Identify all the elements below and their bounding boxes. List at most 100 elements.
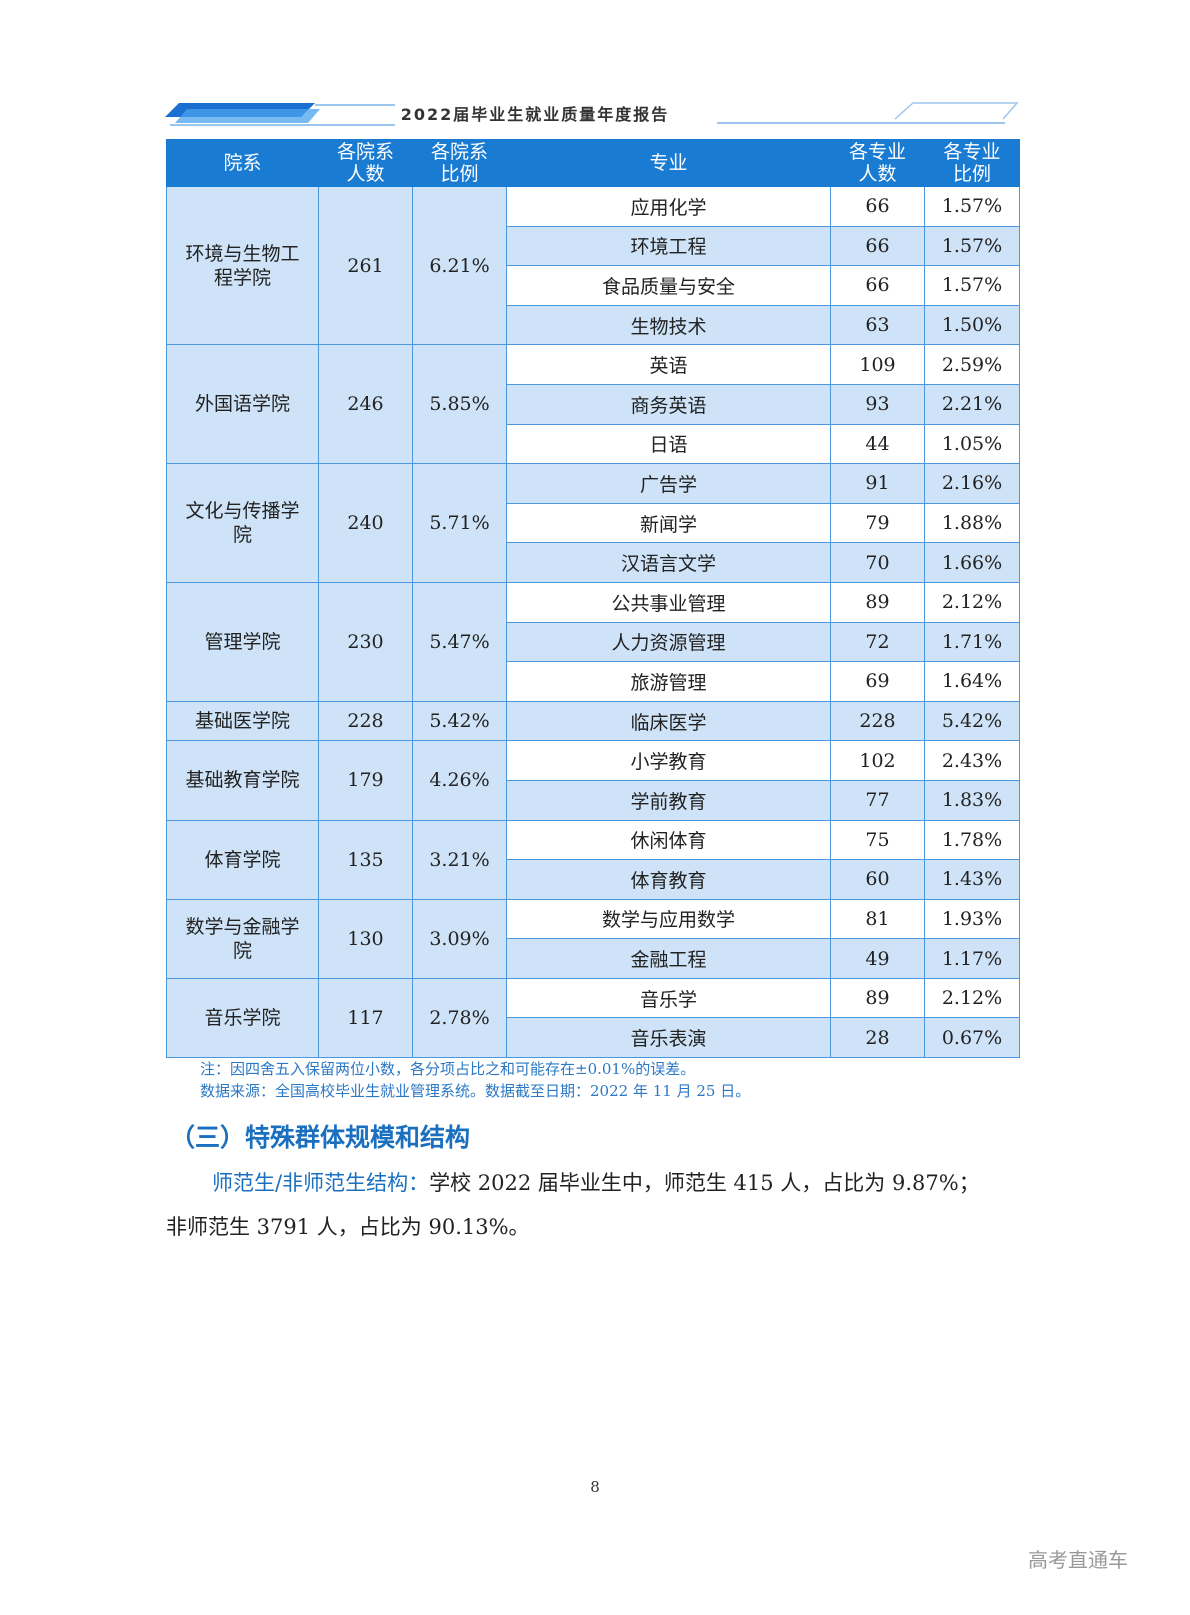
major-count-cell: 79 xyxy=(830,502,925,544)
col-header-label: 各院系 比例 xyxy=(430,141,488,185)
col-header-college: 院系 xyxy=(166,139,319,187)
major-ratio-cell: 1.78% xyxy=(924,819,1020,861)
table-body: 环境与生物工程学院 261 6.21% 应用化学 66 1.57% 环境工程 66 1.57% 食… xyxy=(166,185,1020,1059)
table-row: 音乐学院 117 2.78% 音乐学 89 2.12% xyxy=(166,977,1020,1059)
table-row: 食品质量与安全 66 1.57% xyxy=(167,265,1020,306)
table-row: 金融工程 49 1.17% xyxy=(167,938,1020,979)
college-ratio-cell: 5.42% xyxy=(412,700,507,742)
header-banner-graphic xyxy=(165,102,1019,126)
col-header-major-ratio: 各专业 比例 xyxy=(924,139,1020,187)
section-heading: （三）特殊群体规模和结构 xyxy=(170,1123,471,1152)
table-row: 体育学院 135 3.21% 休闲体育 75 1.78% xyxy=(166,819,1020,900)
major-name-cell: 广告学 xyxy=(506,463,831,504)
major-ratio-cell: 1.88% xyxy=(924,502,1020,544)
report-title: 2022届毕业生就业质量年度报告 xyxy=(400,105,670,124)
table-row: 汉语言文学 70 1.66% xyxy=(167,542,1020,583)
major-count-cell: 91 xyxy=(830,463,925,504)
major-ratio-cell: 1.66% xyxy=(924,542,1020,583)
col-header-label: 院系 xyxy=(223,152,262,174)
major-name-cell: 食品质量与安全 xyxy=(506,265,831,306)
college-name-cell: 体育学院 xyxy=(166,819,319,900)
college-name-cell: 基础医学院 xyxy=(166,700,319,742)
college-ratio-cell: 4.26% xyxy=(412,740,507,821)
major-count-cell: 77 xyxy=(830,779,925,821)
major-name-cell: 数学与应用数学 xyxy=(506,898,831,940)
college-count-cell: 240 xyxy=(318,463,413,583)
college-ratio-cell: 5.47% xyxy=(412,581,507,702)
table-row: 基础医学院 228 5.42% 临床医学 228 5.42% xyxy=(166,700,1020,742)
college-count-cell: 246 xyxy=(318,344,413,465)
col-header-label: 各专业 人数 xyxy=(848,141,906,185)
college-major-table: 院系 各院系 人数 各院系 比例 专业 各专业 人数 各专业 比例 环境与生物工… xyxy=(166,139,1020,1059)
college-name-cell: 管理学院 xyxy=(166,581,319,702)
major-name-cell: 公共事业管理 xyxy=(506,581,831,623)
major-ratio-cell: 2.21% xyxy=(924,383,1020,425)
major-count-cell: 75 xyxy=(830,819,925,861)
report-header: 2022届毕业生就业质量年度报告 xyxy=(165,95,1025,131)
major-ratio-cell: 1.64% xyxy=(924,661,1020,702)
major-name-cell: 商务英语 xyxy=(506,383,831,425)
col-header-label: 各专业 比例 xyxy=(943,141,1001,185)
major-name-cell: 音乐表演 xyxy=(506,1017,831,1059)
college-name-cell: 基础教育学院 xyxy=(166,740,319,821)
major-ratio-cell: 1.57% xyxy=(924,225,1020,267)
major-name-cell: 日语 xyxy=(506,423,831,465)
major-count-cell: 69 xyxy=(830,661,925,702)
paragraph-line-2: 非师范生 3791 人，占比为 90.13%。 xyxy=(166,1215,530,1239)
major-count-cell: 44 xyxy=(830,423,925,465)
major-count-cell: 70 xyxy=(830,542,925,583)
major-count-cell: 28 xyxy=(830,1017,925,1059)
paragraph-line-1: 师范生/非师范生结构：学校 2022 届毕业生中，师范生 415 人，占比为 9… xyxy=(166,1166,1026,1200)
major-ratio-cell: 2.12% xyxy=(924,977,1020,1019)
major-ratio-cell: 1.50% xyxy=(924,304,1020,346)
table-row: 学前教育 77 1.83% xyxy=(167,779,1020,821)
college-ratio-cell: 5.71% xyxy=(412,463,507,583)
major-count-cell: 89 xyxy=(830,977,925,1019)
college-count-cell: 261 xyxy=(318,185,413,346)
major-count-cell: 66 xyxy=(830,186,925,227)
watermark-text: 高考直通车 xyxy=(1028,1548,1128,1572)
table-row: 生物技术 63 1.50% xyxy=(167,304,1020,346)
college-count-cell: 228 xyxy=(318,700,413,742)
col-header-major: 专业 xyxy=(506,139,831,187)
paragraph-text: 学校 2022 届毕业生中，师范生 415 人，占比为 9.87%； xyxy=(429,1171,980,1195)
major-name-cell: 汉语言文学 xyxy=(506,542,831,583)
table-row: 旅游管理 69 1.64% xyxy=(167,661,1020,702)
major-name-cell: 应用化学 xyxy=(506,186,831,227)
table-row: 文化与传播学院 240 5.71% 广告学 91 2.16% xyxy=(166,463,1020,583)
college-name-cell: 数学与金融学院 xyxy=(166,898,319,979)
table-row: 商务英语 93 2.21% xyxy=(167,383,1020,425)
major-name-cell: 金融工程 xyxy=(506,938,831,979)
major-name-cell: 音乐学 xyxy=(506,977,831,1019)
college-ratio-cell: 3.09% xyxy=(412,898,507,979)
col-header-label: 专业 xyxy=(649,152,688,174)
table-row: 数学与金融学院 130 3.09% 数学与应用数学 81 1.93% xyxy=(166,898,1020,979)
major-count-cell: 89 xyxy=(830,581,925,623)
major-ratio-cell: 5.42% xyxy=(924,700,1020,742)
page-number: 8 xyxy=(590,1478,600,1496)
table-row: 基础教育学院 179 4.26% 小学教育 102 2.43% xyxy=(166,740,1020,821)
college-count-cell: 117 xyxy=(318,977,413,1059)
college-ratio-cell: 2.78% xyxy=(412,977,507,1059)
major-name-cell: 旅游管理 xyxy=(506,661,831,702)
col-header-college-ratio: 各院系 比例 xyxy=(412,139,507,187)
paragraph-lead: 师范生/非师范生结构： xyxy=(212,1171,430,1195)
major-ratio-cell: 1.93% xyxy=(924,898,1020,940)
college-count-cell: 230 xyxy=(318,581,413,702)
major-ratio-cell: 2.12% xyxy=(924,581,1020,623)
major-count-cell: 63 xyxy=(830,304,925,346)
major-ratio-cell: 2.59% xyxy=(924,344,1020,385)
col-header-college-count: 各院系 人数 xyxy=(318,139,413,187)
college-name-cell: 文化与传播学院 xyxy=(166,463,319,583)
major-name-cell: 英语 xyxy=(506,344,831,385)
major-name-cell: 学前教育 xyxy=(506,779,831,821)
major-count-cell: 72 xyxy=(830,621,925,663)
major-count-cell: 228 xyxy=(830,700,925,742)
major-ratio-cell: 0.67% xyxy=(924,1017,1020,1059)
college-ratio-cell: 5.85% xyxy=(412,344,507,465)
college-ratio-cell: 6.21% xyxy=(412,185,507,346)
col-header-major-count: 各专业 人数 xyxy=(830,139,925,187)
college-count-cell: 130 xyxy=(318,898,413,979)
table-row: 人力资源管理 72 1.71% xyxy=(167,621,1020,663)
major-ratio-cell: 2.43% xyxy=(924,740,1020,781)
